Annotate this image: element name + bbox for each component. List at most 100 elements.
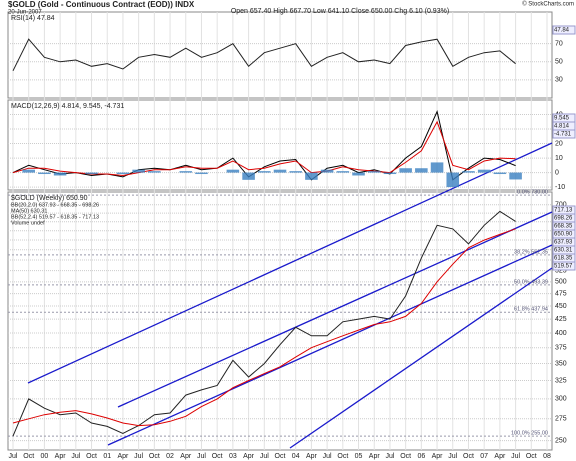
value-tag-box	[552, 129, 576, 139]
y-tick-label: 70	[555, 41, 563, 48]
histogram-bar	[509, 172, 522, 180]
y-tick-label: 300	[555, 396, 567, 403]
fib-label: 100.0% 255.00	[511, 431, 548, 437]
histogram-bar	[305, 172, 318, 180]
y-tick-label: 275	[555, 416, 567, 423]
value-tag: 668.35	[554, 224, 573, 230]
value-tag: 717.13	[554, 208, 573, 214]
x-tick-label: Oct	[463, 453, 474, 460]
legend-entry: BB(52,2.4) 519.57 - 618.35 - 717.13	[11, 214, 99, 220]
histogram-bar	[226, 169, 240, 173]
x-tick-label: Apr	[369, 453, 381, 460]
histogram-bar	[399, 168, 412, 173]
x-tick-label: Jul	[260, 453, 269, 460]
fib-label: 50.0% 493.39	[514, 279, 548, 285]
x-tick-label: 00	[41, 453, 49, 460]
y-tick-label: 0	[555, 169, 559, 176]
histogram-bar	[367, 171, 381, 173]
histogram-bar	[148, 171, 161, 173]
credit: © StockCharts.com	[522, 1, 574, 8]
histogram-bar	[289, 171, 302, 173]
histogram-bar	[195, 172, 208, 175]
x-tick-label: Apr	[55, 453, 67, 460]
value-tag: 519.57	[554, 264, 573, 270]
x-tick-label: Jul	[71, 453, 80, 460]
y-tick-label: -10	[555, 184, 565, 191]
histogram-bar	[53, 172, 67, 176]
histogram-bar	[352, 172, 365, 176]
value-tag-box	[552, 25, 576, 35]
histogram-bar	[477, 169, 491, 173]
x-tick-label: Jul	[197, 453, 206, 460]
histogram-bar	[116, 172, 130, 175]
legend-entry: Volume undef	[11, 220, 45, 226]
x-tick-label: Apr	[117, 453, 129, 460]
x-tick-label: Jul	[448, 453, 457, 460]
y-tick-label: 30	[555, 77, 563, 84]
x-tick-label: Apr	[494, 453, 506, 460]
x-tick-label: Jul	[9, 453, 18, 460]
x-tick-label: 06	[417, 453, 425, 460]
y-tick-label: 10	[555, 155, 563, 162]
histogram-bar	[383, 172, 397, 175]
x-tick-label: 04	[292, 453, 300, 460]
title: $GOLD (Gold - Continuous Contract (EOD))…	[8, 0, 195, 9]
value-tag: 650.90	[554, 232, 573, 238]
value-tag: 618.35	[554, 256, 573, 262]
y-tick-label: 425	[555, 316, 567, 323]
x-tick-label: Oct	[212, 453, 223, 460]
date: 20-Jun-2007	[8, 10, 42, 16]
y-tick-label: 525	[555, 267, 567, 274]
y-tick-label: 325	[555, 377, 567, 384]
histogram-bar	[179, 171, 193, 173]
series-line	[12, 38, 516, 72]
histogram-bar	[415, 168, 428, 173]
histogram-bar	[320, 169, 334, 173]
x-tick-label: Oct	[86, 453, 97, 460]
y-tick-label: 350	[555, 360, 567, 367]
x-tick-label: Apr	[306, 453, 318, 460]
value-tag: 4.814	[554, 124, 570, 130]
x-tick-label: Oct	[526, 453, 537, 460]
value-tag-box	[552, 261, 576, 271]
y-tick-label: 50	[555, 59, 563, 66]
fib-label: 38.2% 562.35	[514, 249, 548, 255]
x-tick-label: Jul	[323, 453, 332, 460]
x-tick-label: Apr	[432, 453, 444, 460]
x-tick-label: Oct	[275, 453, 286, 460]
x-tick-label: Oct	[400, 453, 411, 460]
histogram-bar	[22, 169, 35, 173]
histogram-bar	[242, 172, 255, 180]
panel-title: MACD(12,26,9) 4.814, 9.545, -4.731	[11, 103, 124, 110]
x-tick-label: 03	[229, 453, 237, 460]
histogram-bar	[462, 171, 475, 173]
x-tick-label: 08	[543, 453, 551, 460]
histogram-bar	[258, 171, 271, 173]
histogram-bar	[38, 172, 51, 175]
histogram-bar	[132, 169, 145, 173]
series-line	[12, 228, 516, 427]
x-tick-label: Oct	[337, 453, 348, 460]
value-tag: 47.84	[554, 28, 570, 34]
y-tick-label: 475	[555, 290, 567, 297]
y-tick-label: 250	[555, 437, 567, 444]
y-tick-label: 700	[555, 202, 567, 209]
quote: Open 657.40 High 667.70 Low 641.10 Close…	[231, 8, 449, 15]
y-tick-label: 400	[555, 330, 567, 337]
y-tick-label: 20	[555, 140, 563, 147]
series-line	[12, 110, 516, 181]
x-tick-label: 05	[355, 453, 363, 460]
histogram-bar	[446, 172, 460, 188]
x-tick-label: 01	[103, 453, 111, 460]
legend-entry: MA(50) 630.31	[11, 208, 47, 214]
x-tick-label: Jul	[134, 453, 143, 460]
histogram-bar	[273, 169, 287, 173]
fib-label: 61.8% 437.94	[514, 307, 548, 313]
panel-title: $GOLD (Weekly) 650.90	[11, 195, 88, 202]
x-tick-label: 02	[166, 453, 174, 460]
histogram-bar	[430, 162, 444, 173]
value-tag: 630.31	[554, 248, 573, 254]
value-tag: 9.545	[554, 116, 570, 122]
y-tick-label: 450	[555, 303, 567, 310]
x-tick-label: Jul	[511, 453, 520, 460]
